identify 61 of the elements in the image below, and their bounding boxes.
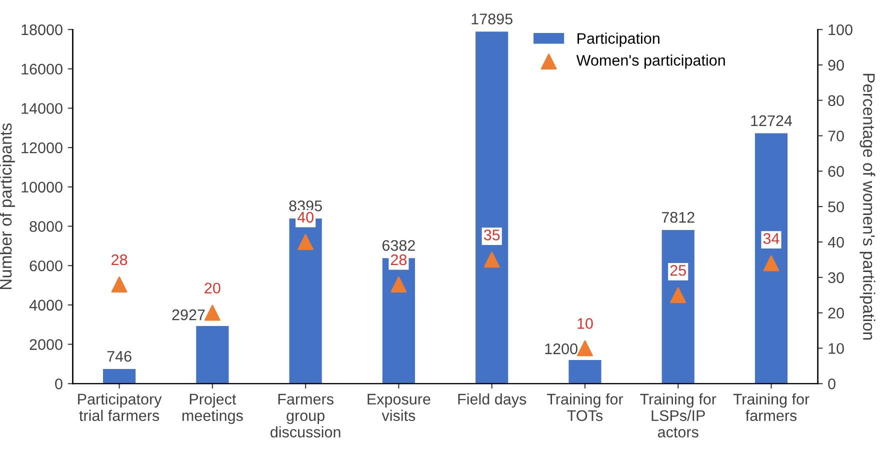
y2-tick-label: 20 xyxy=(828,308,844,318)
y2-tick-label: 50 xyxy=(828,201,844,212)
point xyxy=(298,234,314,250)
bar xyxy=(662,230,694,384)
x-tick-label: Project meetings xyxy=(182,393,243,424)
bar xyxy=(476,32,508,384)
y-tick-label: 2000 xyxy=(30,339,62,350)
y2-tick-label: 80 xyxy=(828,95,844,106)
data-label: 20 xyxy=(204,282,220,294)
y-tick-label: 8000 xyxy=(30,221,62,232)
y2-tick-label: 0 xyxy=(828,378,836,390)
bar xyxy=(568,360,602,384)
y2-tick-label: 70 xyxy=(828,130,844,142)
point xyxy=(390,276,407,292)
bar xyxy=(754,133,788,384)
point xyxy=(111,276,128,292)
data-label: 25 xyxy=(670,264,686,276)
data-label: 6382 xyxy=(382,240,415,251)
data-label: 34 xyxy=(763,233,780,244)
y-tick-label: 16000 xyxy=(22,64,62,75)
data-label: 2927 xyxy=(172,309,205,320)
x-tick-label: Farmers group discussion xyxy=(270,394,340,438)
point xyxy=(484,252,500,268)
bar xyxy=(103,368,136,384)
data-label: 7812 xyxy=(662,212,694,223)
data-label: 28 xyxy=(112,254,128,266)
x-tick-label: Field days xyxy=(458,393,526,408)
bar xyxy=(196,326,229,384)
y2-tick-label: 100 xyxy=(828,24,852,36)
y-tick-label: 10000 xyxy=(22,182,62,193)
x-tick-label: Training for TOTs xyxy=(546,393,624,422)
point xyxy=(577,340,593,356)
y2-tick-label: 10 xyxy=(828,343,844,354)
data-label: 1200 xyxy=(545,343,578,354)
legend-label: Women's participation xyxy=(576,54,725,69)
point xyxy=(670,287,686,304)
data-label: 28 xyxy=(390,254,407,266)
data-label: 12724 xyxy=(751,115,792,126)
legend-label: Participation xyxy=(578,32,660,47)
data-label: 40 xyxy=(297,212,314,223)
x-tick-label: Training for farmers xyxy=(733,393,810,422)
data-label: 35 xyxy=(484,230,500,240)
y2-tick-label: 40 xyxy=(828,236,844,248)
y-tick-label: 14000 xyxy=(22,103,62,114)
data-label: 10 xyxy=(578,318,593,329)
y-tick-label: 12000 xyxy=(22,142,62,154)
y-tick-label: 0 xyxy=(55,378,62,390)
point xyxy=(763,255,780,272)
y-tick-label: 18000 xyxy=(22,24,62,36)
y-tick-label: 6000 xyxy=(30,260,62,272)
y2-tick-label: 30 xyxy=(828,272,844,284)
data-label: 17895 xyxy=(472,14,512,24)
y2-tick-label: 60 xyxy=(828,166,844,177)
data-label: 746 xyxy=(107,350,132,362)
point xyxy=(204,304,220,321)
y2-tick-label: 90 xyxy=(828,60,844,71)
x-tick-label: Participatory trial farmers xyxy=(78,393,162,422)
x-tick-label: Training for LSPs/IP actors xyxy=(640,393,716,438)
y2-axis-title: Percentage of women's participation xyxy=(860,74,876,340)
x-tick-label: Exposure visits xyxy=(368,394,430,422)
y-tick-label: 4000 xyxy=(29,300,62,311)
